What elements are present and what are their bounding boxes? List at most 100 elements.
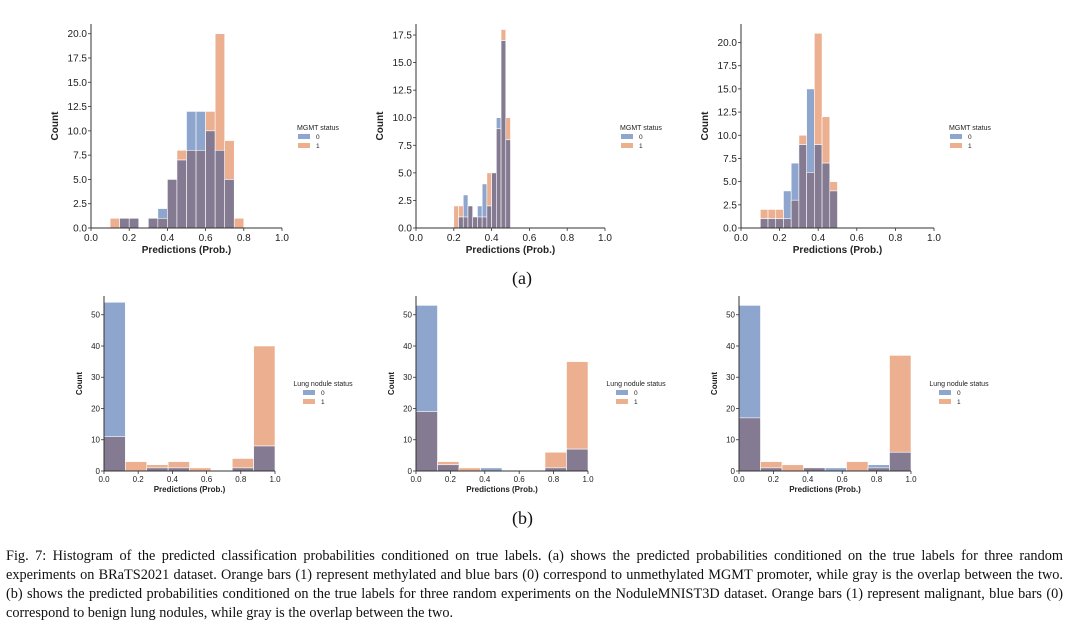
class-1-bar: [167, 461, 190, 469]
caption-text: Fig. 7: Histogram of the predicted class…: [6, 548, 1063, 621]
legend-entry-0: 0: [968, 134, 972, 141]
legend-entry-1: 1: [321, 399, 325, 406]
y-tick-label: 10.0: [393, 113, 413, 124]
y-tick-label: 20: [91, 404, 100, 413]
y-axis-label: Count: [50, 111, 61, 141]
y-tick-label: 15.0: [718, 84, 738, 95]
legend: Lung nodule status 0 1: [293, 381, 353, 406]
legend-entry-0: 0: [957, 390, 961, 397]
x-axis-label: Predictions (Prob.): [466, 485, 538, 494]
histogram-3: 0.0 0.2 0.4 0.6 0.8 1.0 0.0 2.5 5.0 7.5 10.0 12.5 15…: [700, 24, 991, 256]
x-tick-label: 0.6: [199, 233, 213, 244]
x-tick-label: 0.2: [773, 233, 787, 244]
y-tick-label: 50: [726, 311, 735, 320]
x-axis-label: Predictions (Prob.): [466, 245, 555, 256]
x-tick-label: 0.0: [734, 233, 748, 244]
overlap-bar: [505, 139, 511, 229]
overlap-bar: [759, 218, 769, 229]
y-tick-label: 30: [403, 373, 412, 382]
x-tick-label: 0.6: [837, 475, 849, 484]
x-tick-label: 0.4: [802, 475, 814, 484]
legend: Lung nodule status 0 1: [929, 381, 989, 406]
class-1-bar: [253, 345, 276, 447]
class-1-bar: [759, 209, 769, 220]
class-1-bar: [437, 461, 460, 466]
histogram-4: 0.0 0.2 0.4 0.6 0.8 1.001020304050Predictions…: [75, 296, 353, 494]
y-tick-label: 15.0: [68, 78, 88, 89]
y-tick-label: 7.5: [398, 141, 412, 152]
x-tick-label: 0.8: [237, 233, 251, 244]
y-tick-label: 15.0: [393, 58, 413, 69]
y-tick-label: 40: [726, 342, 735, 351]
overlap-bar: [103, 436, 126, 472]
legend-swatch-1: [298, 143, 310, 148]
legend-entry-1: 1: [968, 143, 972, 150]
y-tick-label: 0.0: [73, 224, 87, 235]
legend: Lung nodule status 0 1: [606, 381, 666, 406]
x-tick-label: 1.0: [269, 475, 281, 484]
y-tick-label: 0: [408, 467, 413, 476]
overlap-bar: [186, 149, 197, 229]
y-tick-label: 20: [726, 404, 735, 413]
overlap-bar: [738, 417, 761, 472]
overlap-bar: [477, 216, 483, 229]
y-tick-label: 0: [96, 467, 101, 476]
x-tick-label: 0.8: [871, 475, 883, 484]
overlap-bar: [415, 411, 438, 472]
y-tick-label: 10.0: [68, 126, 88, 137]
overlap-bar: [790, 199, 800, 229]
y-tick-label: 50: [403, 311, 412, 320]
overlap-bar: [486, 205, 492, 229]
legend-swatch-1: [950, 143, 962, 148]
legend-swatch-1: [616, 399, 628, 404]
overlap-bar: [798, 144, 807, 229]
overlap-bar: [128, 217, 140, 229]
y-tick-label: 5.0: [723, 177, 737, 188]
y-tick-label: 10: [403, 436, 412, 445]
class-1-bar: [829, 181, 838, 192]
x-tick-label: 0.6: [201, 475, 213, 484]
x-tick-label: 0.8: [888, 233, 902, 244]
histogram-1: 0.0 0.2 0.4 0.6 0.8 1.0 0.0 2.5 5.0 7.5 10.0 12.5 15…: [50, 24, 339, 256]
overlap-bar: [821, 162, 831, 229]
x-axis-label: Predictions (Prob.): [793, 245, 882, 256]
overlap-bar: [814, 144, 823, 229]
y-tick-label: 17.5: [68, 54, 88, 65]
x-tick-label: 0.4: [811, 233, 825, 244]
legend-title: MGMT status: [620, 125, 662, 132]
overlap-bar: [157, 217, 168, 229]
y-tick-label: 10: [91, 436, 100, 445]
overlap-bar: [195, 149, 206, 229]
legend-swatch-0: [616, 390, 628, 395]
x-tick-label: 1.0: [582, 475, 594, 484]
legend-entry-0: 0: [639, 134, 643, 141]
overlap-bar: [829, 190, 838, 229]
y-tick-label: 2.5: [723, 200, 737, 211]
overlap-bar: [119, 217, 130, 229]
x-tick-label: 1.0: [927, 233, 941, 244]
class-1-bar: [889, 355, 912, 453]
class-1-bar: [846, 461, 869, 472]
y-tick-label: 30: [726, 373, 735, 382]
overlap-bar: [775, 218, 784, 229]
overlap-bar: [176, 159, 187, 229]
class-1-bar: [453, 205, 459, 229]
legend-entry-1: 1: [316, 143, 320, 150]
x-tick-label: 0.4: [160, 233, 174, 244]
legend-entry-0: 0: [321, 390, 325, 397]
overlap-bar: [491, 172, 497, 229]
x-tick-label: 0.4: [167, 475, 179, 484]
overlap-bar: [458, 216, 464, 229]
y-tick-label: 20.0: [68, 29, 88, 40]
y-tick-label: 10: [726, 436, 735, 445]
x-tick-label: 0.2: [445, 475, 457, 484]
class-1-bar: [146, 464, 169, 469]
y-axis-label: Count: [710, 372, 719, 395]
legend: MGMT status 0 1: [949, 125, 991, 150]
y-tick-label: 20.0: [718, 38, 738, 49]
x-tick-label: 1.0: [905, 475, 917, 484]
x-tick-label: 0.2: [133, 475, 145, 484]
panel-label-a: (a): [512, 268, 532, 288]
legend-entry-0: 0: [634, 390, 638, 397]
legend-swatch-0: [950, 134, 962, 139]
